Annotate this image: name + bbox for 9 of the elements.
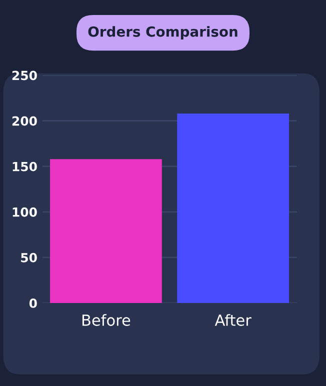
y-tick-label: 100 bbox=[12, 207, 37, 217]
x-tick-label: After bbox=[214, 314, 252, 326]
x-tick-label: Before bbox=[82, 314, 130, 326]
chart-title: Orders Comparison bbox=[88, 26, 238, 40]
y-tick-label: 50 bbox=[21, 252, 37, 262]
y-tick-label: 250 bbox=[12, 70, 37, 80]
y-tick-label: 200 bbox=[12, 116, 37, 126]
y-tick-label: 150 bbox=[12, 162, 37, 172]
y-tick-label: 0 bbox=[29, 298, 37, 308]
